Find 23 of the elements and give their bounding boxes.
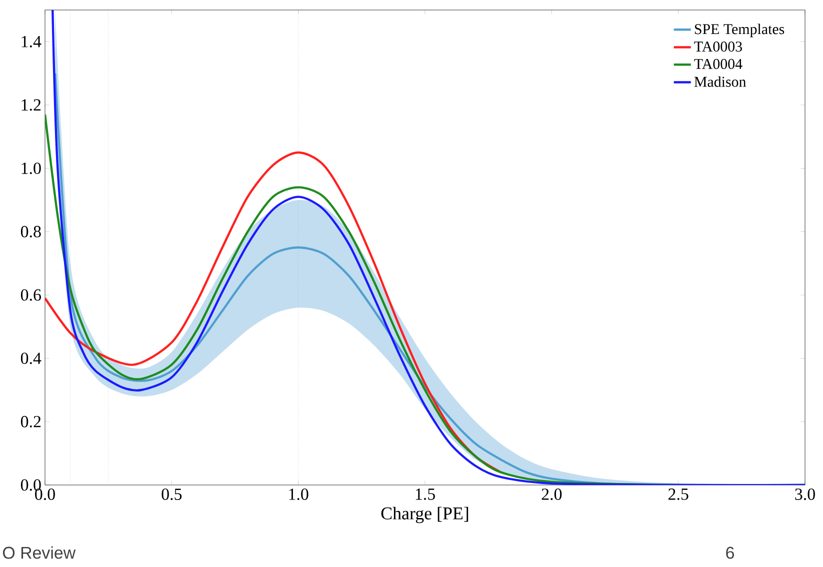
x-tick-label: 2.5 xyxy=(668,488,688,500)
legend-label: SPE Templates xyxy=(694,24,784,38)
y-tick-label: 1.4 xyxy=(22,36,42,48)
text: O Review xyxy=(2,546,76,559)
y-tick-label: 0.6 xyxy=(20,289,41,301)
legend-label: TA0003 xyxy=(694,42,742,52)
legend-label: TA0004 xyxy=(694,58,742,70)
legend-label: Madison xyxy=(694,76,746,87)
y-tick-label: 0.8 xyxy=(20,226,41,238)
y-tick-label: 1.2 xyxy=(22,99,41,111)
x-tick-label: 0.5 xyxy=(162,488,182,500)
line-series xyxy=(45,151,502,474)
y-tick-label: 0.4 xyxy=(20,352,42,364)
x-tick-label: 1.5 xyxy=(416,488,435,500)
x-tick-label: 1.0 xyxy=(289,488,308,500)
y-tick-label: 0.2 xyxy=(20,416,41,428)
x-tick-label: 0.0 xyxy=(35,488,55,500)
x-tick-label: 2.0 xyxy=(542,488,562,500)
x-axis-title: Charge [PE] xyxy=(381,506,468,524)
x-tick-label: 3.0 xyxy=(795,488,815,500)
y-tick-label: 0.0 xyxy=(20,479,41,491)
y-tick-label: 1.0 xyxy=(22,162,41,174)
text: 6 xyxy=(726,546,734,559)
